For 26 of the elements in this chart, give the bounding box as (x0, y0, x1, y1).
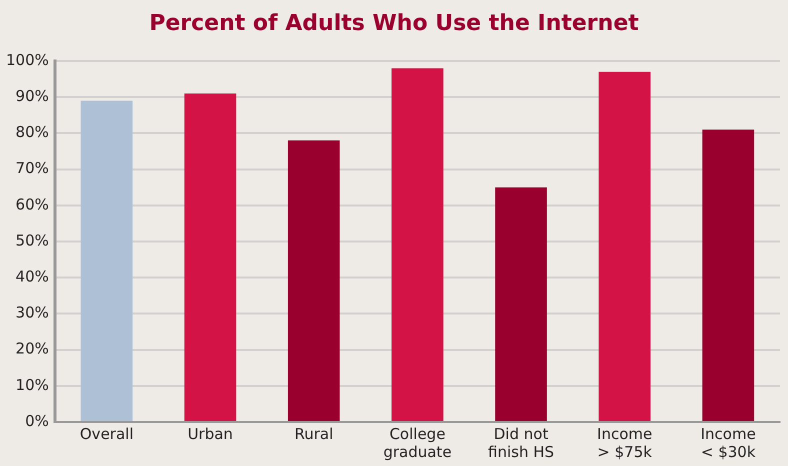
x-tick-label: College graduate (383, 424, 452, 461)
y-tick-label: 40% (16, 267, 49, 286)
y-tick-label: 60% (16, 195, 49, 214)
y-tick-label: 10% (16, 376, 49, 394)
x-tick-label: Rural (294, 424, 334, 443)
bar (495, 187, 547, 421)
bar (392, 68, 444, 421)
y-tick-label: 80% (16, 123, 49, 142)
x-tick-label: Income > $75k (597, 424, 652, 461)
y-tick-label: 0% (25, 412, 49, 430)
y-tick-label: 100% (6, 50, 49, 69)
y-tick-label: 30% (16, 304, 49, 322)
bar (80, 100, 133, 421)
x-tick-label: Urban (188, 424, 233, 443)
y-tick-label: 90% (16, 86, 49, 105)
y-tick-label: 20% (16, 340, 49, 358)
y-tick-label: 70% (16, 159, 49, 178)
bar (702, 130, 754, 421)
bar (288, 140, 340, 421)
bar (598, 72, 651, 421)
x-tick-label: Did not finish HS (488, 424, 554, 461)
y-tick-label: 50% (16, 231, 49, 250)
x-tick-label: Income < $30k (700, 424, 756, 461)
x-tick-label: Overall (80, 424, 134, 443)
chart-title: Percent of Adults Who Use the Internet (148, 10, 640, 38)
bar (184, 93, 236, 421)
